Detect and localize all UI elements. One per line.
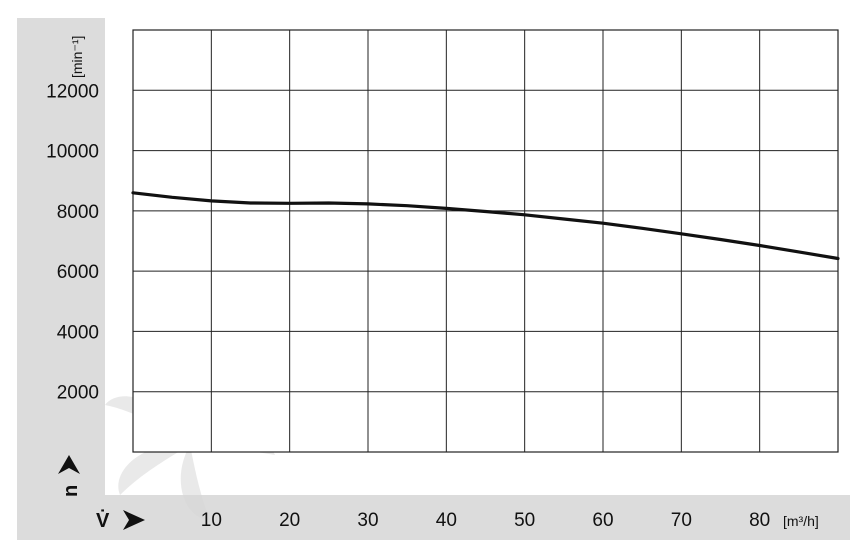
x-unit-label: [m³/h] <box>783 513 819 529</box>
x-tick-label: 80 <box>749 510 770 531</box>
y-tick-label: 2000 <box>57 383 99 404</box>
x-tick-label: 20 <box>279 510 300 531</box>
y-tick-label: 10000 <box>46 142 99 163</box>
x-tick-labels: 10 20 30 40 50 60 70 80 <box>201 510 770 531</box>
y-tick-label: 8000 <box>57 202 99 223</box>
x-axis-band <box>17 495 850 540</box>
x-axis-arrow-icon <box>123 510 145 530</box>
x-tick-label: 10 <box>201 510 222 531</box>
x-tick-label: 60 <box>592 510 613 531</box>
y-tick-labels: 2000 4000 6000 8000 10000 12000 <box>46 81 99 403</box>
y-axis-band <box>17 18 105 540</box>
y-unit-label: [min⁻¹] <box>69 36 85 78</box>
y-tick-label: 6000 <box>57 262 99 283</box>
y-tick-label: 12000 <box>46 81 99 102</box>
series-line <box>131 191 840 261</box>
y-axis-arrow-icon <box>58 455 80 474</box>
x-axis-symbol: V̇ <box>96 508 110 532</box>
x-tick-label: 70 <box>671 510 692 531</box>
plot-frame <box>132 29 839 453</box>
y-axis-symbol: n <box>60 485 82 497</box>
series-group <box>131 191 840 261</box>
x-tick-label: 30 <box>357 510 378 531</box>
y-tick-label: 4000 <box>57 322 99 343</box>
x-tick-label: 50 <box>514 510 535 531</box>
x-tick-label: 40 <box>436 510 457 531</box>
